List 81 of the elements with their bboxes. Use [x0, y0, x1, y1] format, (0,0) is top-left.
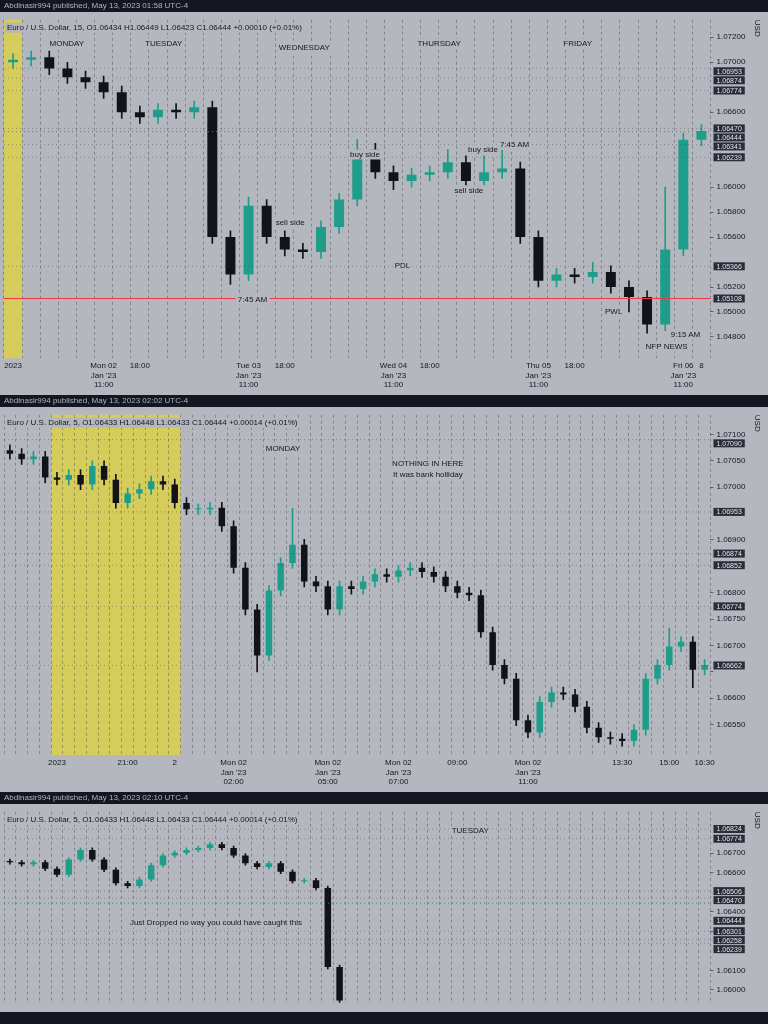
chart-subtitle: Euro / U.S. Dollar, 5, O1.06433 H1.06448 L1.06433 C1.06444 +0.00014 (+0.01%): [7, 815, 298, 824]
x-tick-label: 09:00: [447, 758, 468, 768]
chart-subtitle: Euro / U.S. Dollar, 5, O1.06433 H1.06448 L1.06433 C1.06444 +0.00014 (+0.01%): [7, 418, 298, 427]
y-tick-label: 1.07000: [716, 57, 746, 67]
x-tick-label: Mon 02 Jan '23 05:00: [314, 758, 342, 787]
y-tick-label: 1.06400: [716, 907, 746, 917]
chart-title: Abdinasir994 published, May 13, 2023 02:02 UTC-4: [3, 395, 190, 407]
annotation: 7:45 AM: [237, 294, 268, 304]
y-tick-label: 1.06100: [716, 965, 746, 975]
annotation: WEDNESDAY: [278, 43, 331, 53]
chart-subtitle: Euro / U.S. Dollar, 15, O1.06434 H1.06449 L1.06423 C1.06444 +0.00010 (+0.01%): [7, 23, 303, 32]
annotation: NOTHING IN HERE: [392, 459, 464, 469]
annotation: PWL: [605, 307, 623, 317]
x-tick-label: Mon 02 Jan '23 02:00: [220, 758, 248, 787]
annotation: TUESDAY: [451, 826, 490, 836]
x-tick-label: Mon 02 Jan '23 07:00: [385, 758, 413, 787]
y-tick-label: 1.06800: [716, 587, 746, 597]
annotation: Just Dropped no way you could have caught this: [129, 917, 302, 927]
y-axis-title: USD: [753, 811, 762, 829]
x-tick-label: 18:00: [419, 361, 441, 371]
x-tick-label: 2023: [4, 361, 23, 371]
candlestick: [301, 878, 308, 884]
annotation: NFP NEWS: [645, 341, 688, 351]
y-axis-title: USD: [753, 19, 762, 37]
x-tick-label: 8: [699, 361, 705, 371]
y-tick-label: 1.07200: [716, 32, 746, 42]
y-tick-label: 1.06550: [716, 719, 746, 729]
y-tick-label: 1.07100: [716, 429, 746, 439]
x-tick-label: 2023: [48, 758, 67, 768]
annotation: 9:15 AM: [670, 329, 701, 339]
x-tick-label: Mon 02 Jan '23 11:00: [514, 758, 542, 787]
candlestick: [497, 149, 508, 179]
x-tick-label: Mon 02 Jan '23 11:00: [90, 361, 118, 390]
candlestick: [26, 50, 37, 67]
annotation: THURSDAY: [417, 38, 462, 48]
y-tick-label: 1.07000: [716, 482, 746, 492]
x-tick-label: Thu 05 Jan '23 11:00: [525, 361, 552, 390]
candlestick: [195, 503, 202, 515]
x-tick-label: Fri 06 Jan '23 11:00: [670, 361, 697, 390]
candlestick: [424, 165, 435, 182]
y-tick-label: 1.05200: [716, 282, 746, 292]
x-tick-label: Wed 04 Jan '23 11:00: [379, 361, 408, 390]
annotation: FRIDAY: [563, 38, 593, 48]
y-axis-title: USD: [753, 414, 762, 432]
x-tick-label: 18:00: [274, 361, 296, 371]
y-tick-label: 1.05000: [716, 307, 746, 317]
annotation: sell side: [454, 185, 484, 195]
x-tick-label: 18:00: [564, 361, 586, 371]
annotation: It was bank holliday: [392, 469, 463, 479]
annotation: PDL: [394, 261, 411, 271]
annotation: 7:45 AM: [499, 140, 530, 150]
y-tick-label: 1.06750: [716, 614, 746, 624]
x-tick-label: 15:00: [659, 758, 680, 768]
y-tick-label: 1.06600: [716, 693, 746, 703]
annotation: buy side: [350, 149, 381, 159]
candlestick: [587, 261, 598, 284]
y-tick-label: 1.06000: [716, 985, 746, 995]
annotation: TUESDAY: [145, 38, 183, 48]
y-tick-label: 1.07050: [716, 455, 746, 465]
x-tick-label: Tue 03 Jan '23 11:00: [235, 361, 262, 390]
x-tick-label: 2: [172, 758, 178, 768]
y-tick-label: 1.06900: [716, 535, 746, 545]
x-tick-label: 18:00: [129, 361, 151, 371]
annotation: sell side: [275, 218, 306, 228]
chart-title: Abdinasir994 published, May 13, 2023 01:58 UTC-4: [3, 0, 190, 12]
x-tick-label: 16:30: [694, 758, 716, 768]
y-tick-label: 1.06700: [716, 848, 746, 858]
y-tick-label: 1.06600: [716, 867, 746, 877]
x-tick-label: 21:00: [117, 758, 139, 768]
y-tick-label: 1.04800: [716, 332, 746, 342]
annotation: MONDAY: [265, 444, 301, 454]
candlestick: [560, 686, 567, 701]
annotation: buy side: [468, 144, 499, 154]
chart-title: Abdinasir994 published, May 13, 2023 02:10 UTC-4: [3, 792, 190, 804]
y-tick-label: 1.06700: [716, 640, 746, 650]
annotation: MONDAY: [49, 38, 85, 48]
y-tick-label: 1.05800: [716, 207, 746, 217]
y-tick-label: 1.06000: [716, 182, 746, 192]
x-tick-label: 13:30: [612, 758, 633, 768]
y-tick-label: 1.05600: [716, 232, 746, 242]
y-tick-label: 1.06600: [716, 107, 746, 117]
